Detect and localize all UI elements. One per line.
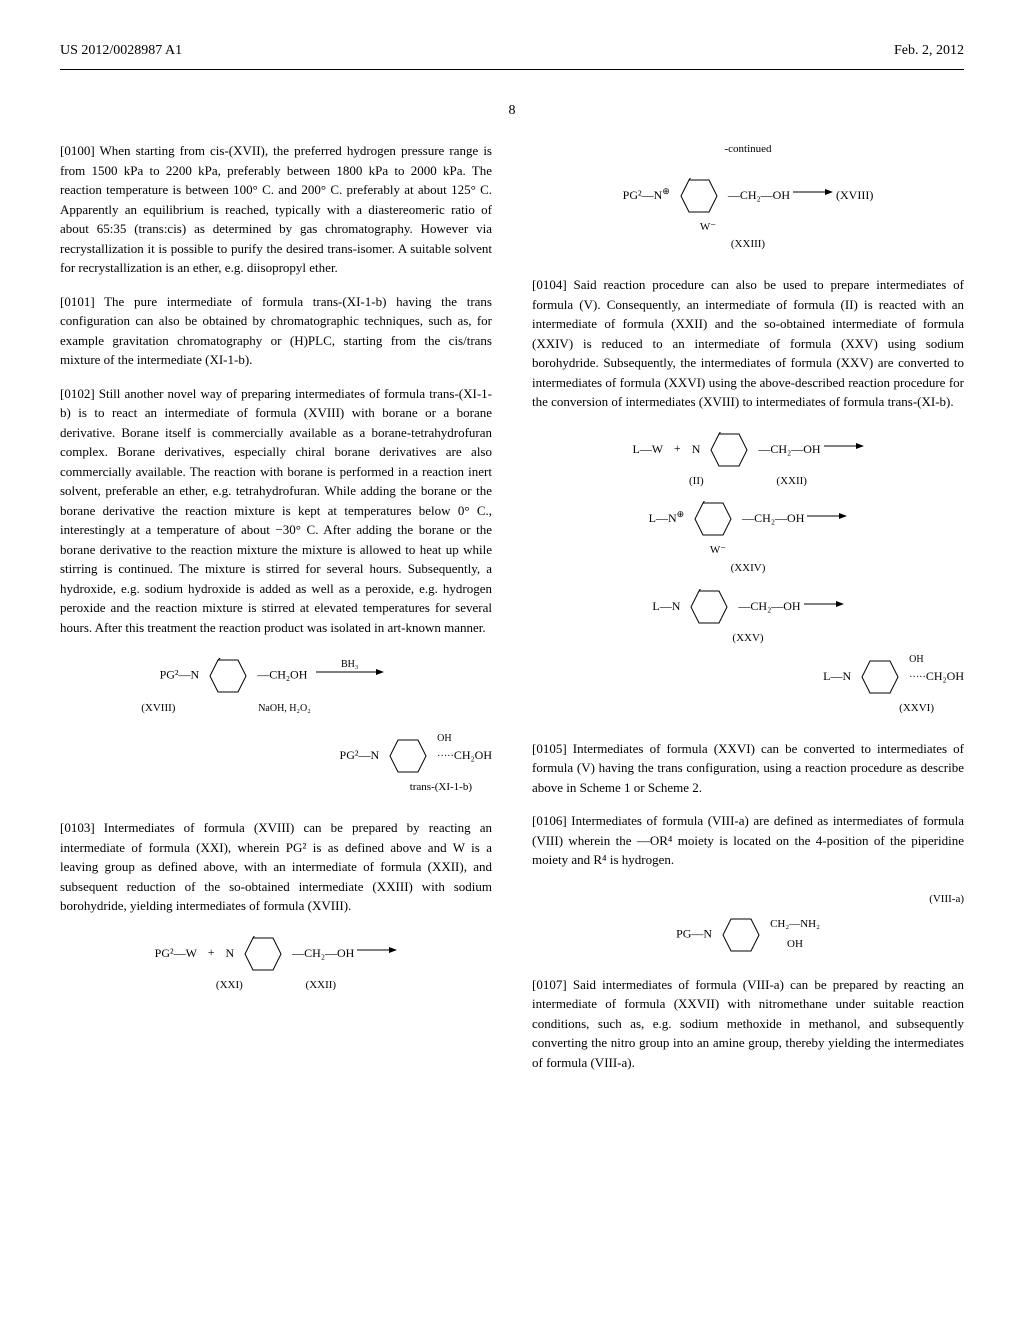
patent-number: US 2012/0028987 A1 (60, 40, 182, 61)
label-xxv: (XXV) (532, 629, 964, 649)
arrow-icon (804, 598, 844, 610)
reactant-n: N (225, 945, 234, 959)
reactant-ch2oh: —CH₂OH (257, 668, 307, 682)
paragraph-0103: [0103] Intermediates of formula (XVIII) … (60, 818, 492, 916)
product-pg2: PG²—N (340, 748, 380, 762)
two-column-layout: [0100] When starting from cis-(XVII), th… (60, 141, 964, 1086)
ring-icon (208, 658, 248, 694)
reactant-ch2oh: —CH₂—OH (292, 945, 354, 959)
paragraph-0105: [0105] Intermediates of formula (XXVI) c… (532, 739, 964, 798)
reactant-pg2w: PG²—W (155, 945, 197, 959)
paragraph-0100: [0100] When starting from cis-(XVII), th… (60, 141, 492, 278)
paragraph-0102: [0102] Still another novel way of prepar… (60, 384, 492, 638)
product-oh: OH (437, 730, 451, 748)
l-n: L—N (823, 669, 851, 683)
label-viiia: (VIII-a) (532, 890, 964, 910)
left-column: [0100] When starting from cis-(XVII), th… (60, 141, 492, 1086)
w-minus: W⁻ (710, 544, 726, 556)
ring-icon (689, 589, 729, 625)
page-header: US 2012/0028987 A1 Feb. 2, 2012 (60, 40, 964, 61)
ch2nh2: CH₂—NH₂ (770, 915, 820, 935)
paragraph-0104: [0104] Said reaction procedure can also … (532, 275, 964, 412)
chemical-scheme-2: PG²—W + N —CH₂—OH (XXI) (XXII) (60, 936, 492, 996)
ring-icon (860, 659, 900, 695)
ring-icon (243, 936, 283, 972)
ring-icon (693, 501, 733, 537)
pg-n: PG—N (676, 927, 712, 941)
publication-date: Feb. 2, 2012 (894, 40, 964, 61)
arrow-icon (807, 510, 847, 522)
label-xxi: (XXI) (216, 979, 243, 991)
chemical-scheme-1: PG²—N —CH₂OH BH₃ (XVIII) NaOH, (60, 657, 492, 798)
page-number: 8 (60, 100, 964, 121)
paragraph-0106: [0106] Intermediates of formula (VIII-a)… (532, 811, 964, 870)
reagent-bh3: BH₃ (341, 659, 358, 670)
ring-icon (709, 432, 749, 468)
ch2oh: —CH₂—OH (742, 511, 804, 525)
ring-icon (679, 178, 719, 214)
paragraph-0107: [0107] Said intermediates of formula (VI… (532, 975, 964, 1073)
label-xxii: (XXII) (306, 979, 337, 991)
label-xxiv: (XXIV) (532, 559, 964, 579)
paragraph-0101: [0101] The pure intermediate of formula … (60, 292, 492, 370)
w-minus: W⁻ (700, 221, 716, 233)
ch2oh: —CH₂—OH (728, 187, 790, 201)
ch2oh: —CH₂—OH (758, 441, 820, 455)
l-n: L—N (652, 599, 680, 613)
arrow-icon (357, 944, 397, 956)
reagent-naoh: NaOH, H₂O₂ (258, 703, 311, 714)
arrow-icon (793, 186, 833, 198)
l-n-plus: L—N (649, 511, 677, 525)
ring-icon (721, 917, 761, 953)
l-w: L—W (632, 441, 662, 455)
label-xxvi: (XXVI) (532, 699, 934, 719)
product-ch2oh: CH₂OH (454, 748, 492, 762)
ch2oh: CH₂OH (926, 669, 964, 683)
header-rule (60, 69, 964, 70)
label-xviii: (XVIII) (141, 702, 175, 714)
reactant-pg2: PG²—N (160, 668, 200, 682)
ring-icon (388, 738, 428, 774)
right-column: -continued PG²—N⊕ —CH₂—OH (XVIII) W⁻ (XX… (532, 141, 964, 1086)
label-ii: (II) (689, 475, 704, 487)
label-xxii: (XXII) (776, 475, 807, 487)
arrow-icon (824, 440, 864, 452)
chemical-scheme-4: L—W + N —CH₂—OH (II) (XXII) L—N⊕ (532, 432, 964, 719)
oh: OH (909, 651, 923, 669)
arrow-icon: BH₃ (316, 657, 386, 695)
pg2-n-plus: PG²—N (623, 187, 663, 201)
ch2oh: —CH₂—OH (738, 599, 800, 613)
n: N (692, 441, 701, 455)
chemical-scheme-3: PG²—N⊕ —CH₂—OH (XVIII) W⁻ (XXIII) (532, 178, 964, 256)
chemical-scheme-5: (VIII-a) PG—N CH₂—NH₂ OH (532, 890, 964, 955)
label-xviii: (XVIII) (836, 187, 873, 201)
label-trans-xi1b: trans-(XI-1-b) (60, 778, 472, 798)
label-xxiii: (XXIII) (532, 235, 964, 255)
continued-label: -continued (532, 141, 964, 158)
oh: OH (770, 935, 820, 955)
